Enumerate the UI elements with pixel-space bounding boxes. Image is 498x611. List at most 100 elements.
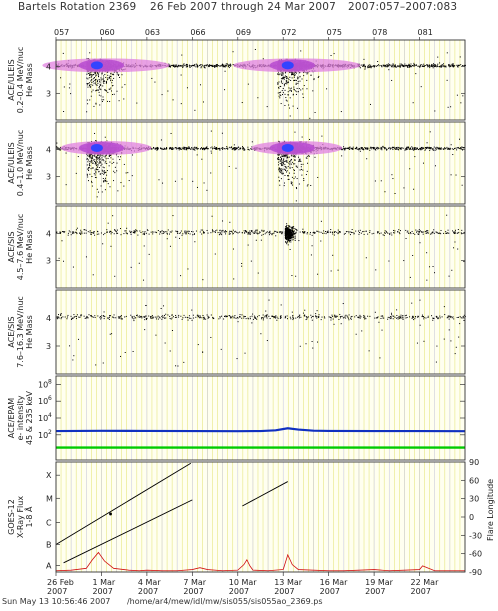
cluster-point: [105, 76, 107, 78]
cluster-point: [97, 79, 99, 81]
data-point: [364, 67, 366, 69]
data-point: [381, 65, 383, 67]
data-point: [185, 64, 187, 66]
data-point: [179, 148, 181, 150]
data-point: [392, 147, 394, 149]
doy-tick-label: 075: [327, 28, 342, 37]
cluster-point: [107, 78, 109, 80]
data-point: [169, 65, 171, 67]
cluster-point: [287, 91, 289, 93]
data-point: [460, 147, 462, 149]
data-point: [406, 146, 408, 148]
data-point: [431, 66, 433, 68]
cluster-point: [96, 84, 98, 86]
data-point: [412, 102, 414, 104]
cluster-point: [116, 170, 118, 172]
cluster-point: [296, 78, 298, 80]
data-point: [413, 62, 415, 64]
data-point: [181, 64, 183, 66]
data-point: [347, 147, 349, 149]
cluster-point: [99, 81, 101, 83]
data-point: [218, 65, 220, 67]
cluster-point: [99, 104, 101, 106]
data-point: [257, 97, 259, 99]
cluster-point: [90, 155, 92, 157]
data-point: [364, 148, 366, 150]
data-point: [433, 64, 435, 66]
cluster-point: [97, 164, 99, 166]
data-point: [350, 148, 352, 150]
data-point: [410, 65, 412, 67]
data-point: [418, 148, 420, 150]
cluster-point: [95, 139, 97, 141]
data-point: [459, 138, 461, 140]
data-point: [214, 65, 216, 67]
data-point: [208, 64, 210, 66]
cluster-point: [108, 77, 110, 79]
cluster-point: [293, 89, 295, 91]
data-point: [456, 94, 458, 96]
data-point: [186, 147, 188, 149]
data-point: [433, 146, 435, 148]
data-point: [160, 139, 162, 141]
data-point: [203, 149, 205, 151]
cluster-point: [109, 186, 111, 188]
data-point: [368, 66, 370, 68]
cluster-point: [285, 76, 287, 78]
cluster-point: [309, 117, 311, 119]
data-point: [185, 66, 187, 68]
data-point: [445, 65, 447, 67]
cluster-point: [295, 71, 297, 73]
cluster-point: [97, 155, 99, 157]
cluster-point: [105, 177, 107, 179]
cluster-point: [99, 161, 101, 163]
cluster-point: [92, 78, 94, 80]
cluster-point: [101, 73, 103, 75]
data-point: [427, 147, 429, 149]
data-point: [439, 62, 441, 64]
data-point: [233, 147, 235, 149]
data-point: [131, 175, 133, 177]
y-axis-label: He Mass: [25, 63, 34, 97]
data-point: [436, 66, 438, 68]
data-point: [365, 147, 367, 149]
cluster-point: [95, 156, 97, 158]
data-point: [199, 84, 201, 86]
cluster-point: [103, 181, 105, 183]
data-point: [436, 148, 438, 150]
cluster-point: [95, 169, 97, 171]
data-point: [177, 66, 179, 68]
data-point: [215, 65, 217, 67]
cluster-point: [101, 163, 103, 165]
cluster-point: [110, 73, 112, 75]
data-point: [326, 88, 328, 90]
data-point: [65, 152, 67, 154]
cluster-point: [290, 87, 292, 89]
cluster-point: [95, 84, 97, 86]
data-point: [231, 147, 233, 149]
data-point: [181, 65, 183, 67]
data-point: [448, 148, 450, 150]
cluster-point: [96, 196, 98, 198]
cluster-point: [280, 74, 282, 76]
data-point: [405, 147, 407, 149]
cluster-point: [99, 85, 101, 87]
data-point: [409, 66, 411, 68]
cluster-point: [88, 164, 90, 166]
data-point: [422, 147, 424, 149]
data-point: [192, 64, 194, 66]
data-point: [367, 147, 369, 149]
data-point: [195, 63, 197, 65]
data-point: [392, 64, 394, 66]
cluster-point: [113, 161, 115, 163]
data-point: [210, 147, 212, 149]
data-point: [187, 65, 189, 67]
cluster-point: [96, 159, 98, 161]
cluster-point: [297, 91, 299, 93]
data-point: [225, 65, 227, 67]
data-point: [384, 191, 386, 193]
cluster-point: [90, 76, 92, 78]
data-point: [409, 168, 411, 170]
data-point: [214, 66, 216, 68]
cluster-point: [89, 86, 91, 88]
